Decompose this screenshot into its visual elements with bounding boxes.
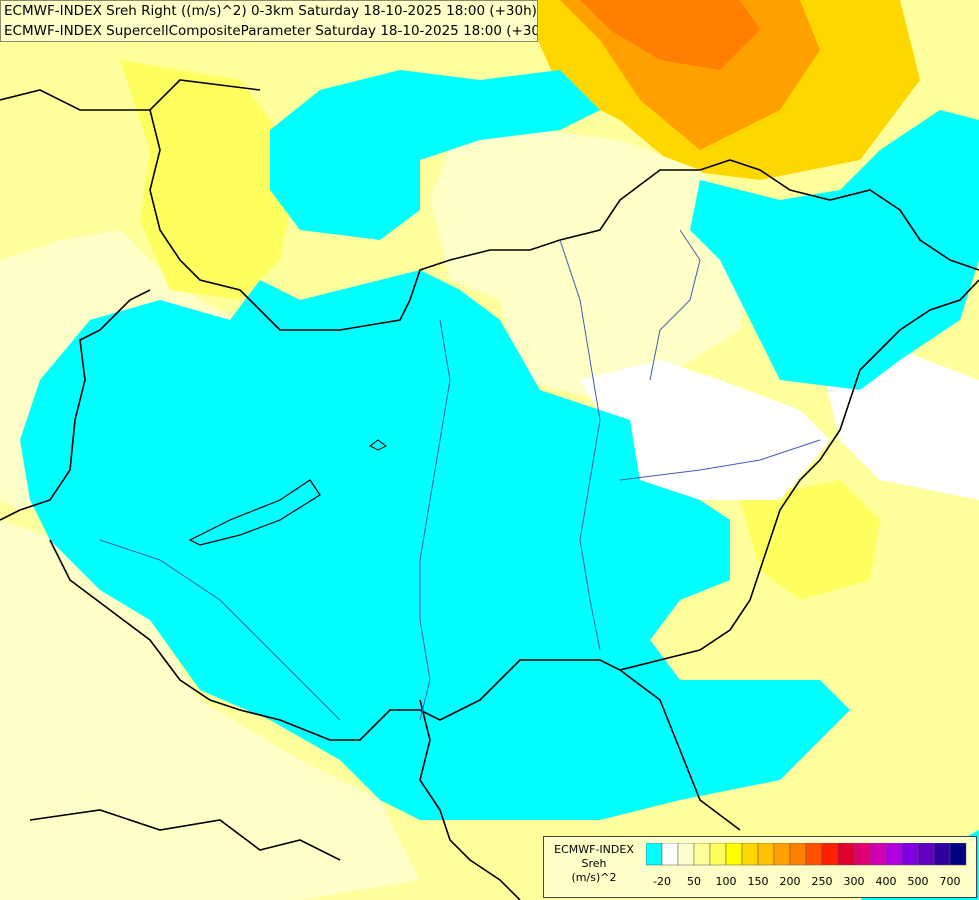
legend-swatch-0 <box>646 843 663 866</box>
legend-title: ECMWF-INDEX Sreh (m/s)^2 <box>544 843 644 885</box>
legend-swatch-7 <box>757 843 775 866</box>
pale-area-center-north <box>430 120 760 400</box>
map-title-box: ECMWF-INDEX Sreh Right ((m/s)^2) 0-3km S… <box>0 0 538 42</box>
legend-swatch-4 <box>709 843 727 866</box>
legend-swatch-11 <box>821 843 839 866</box>
darkorange-area-north <box>580 0 760 70</box>
border-west <box>0 289 151 521</box>
river-tisza <box>559 239 601 651</box>
yellow-area-east <box>740 480 880 600</box>
yellow-area-northwest <box>120 60 300 300</box>
legend-swatch-14 <box>869 843 887 866</box>
pale-area-southwest <box>0 520 420 900</box>
legend-label-3: 150 <box>747 875 769 888</box>
border-east <box>619 279 979 671</box>
legend-label-4: 200 <box>779 875 801 888</box>
legend-swatch-15 <box>885 843 903 866</box>
legend-swatch-6 <box>741 843 759 866</box>
legend-label-1: 50 <box>687 875 701 888</box>
border-north <box>0 79 979 331</box>
legend-label-6: 300 <box>843 875 865 888</box>
border-southwest-inner <box>419 699 521 900</box>
legend-label-9: 700 <box>939 875 961 888</box>
legend-swatch-16 <box>901 843 919 866</box>
legend-title-line-2: Sreh <box>581 857 607 870</box>
river-east <box>619 439 821 481</box>
border-southwest-far <box>29 809 341 861</box>
legend-swatch-8 <box>773 843 791 866</box>
river-northeast <box>649 229 701 381</box>
legend-swatch-3 <box>693 843 711 866</box>
legend-swatch-2 <box>677 843 695 866</box>
legend-title-line-1: ECMWF-INDEX <box>554 843 634 856</box>
legend-color-bar <box>646 843 967 866</box>
legend-swatch-17 <box>917 843 935 866</box>
river-drava <box>99 539 341 721</box>
cyan-area-central <box>20 270 850 820</box>
legend-title-line-3: (m/s)^2 <box>571 871 617 884</box>
legend-swatch-5 <box>725 843 743 866</box>
legend-swatch-13 <box>853 843 871 866</box>
cyan-area-north <box>270 70 600 240</box>
lake-outline <box>188 479 321 546</box>
border-south <box>49 539 741 831</box>
white-area-center <box>580 360 830 500</box>
small-lake-outline <box>369 439 387 451</box>
legend-label-8: 500 <box>907 875 929 888</box>
legend-swatch-10 <box>805 843 823 866</box>
legend-label-0: -20 <box>653 875 671 888</box>
cyan-area-northeast <box>690 110 979 390</box>
legend-swatch-19 <box>949 843 967 866</box>
legend-swatch-9 <box>789 843 807 866</box>
legend-label-2: 100 <box>715 875 737 888</box>
color-legend: ECMWF-INDEX Sreh (m/s)^2 -20 50 100 150 200 2… <box>543 836 977 898</box>
legend-label-7: 400 <box>875 875 897 888</box>
legend-swatch-12 <box>837 843 855 866</box>
title-line-1: ECMWF-INDEX Sreh Right ((m/s)^2) 0-3km S… <box>4 3 537 19</box>
title-line-2: ECMWF-INDEX SupercellCompositeParameter … <box>4 23 538 39</box>
legend-swatch-1 <box>661 843 679 866</box>
legend-swatch-18 <box>933 843 951 866</box>
river-danube <box>419 319 451 721</box>
legend-label-5: 250 <box>811 875 833 888</box>
